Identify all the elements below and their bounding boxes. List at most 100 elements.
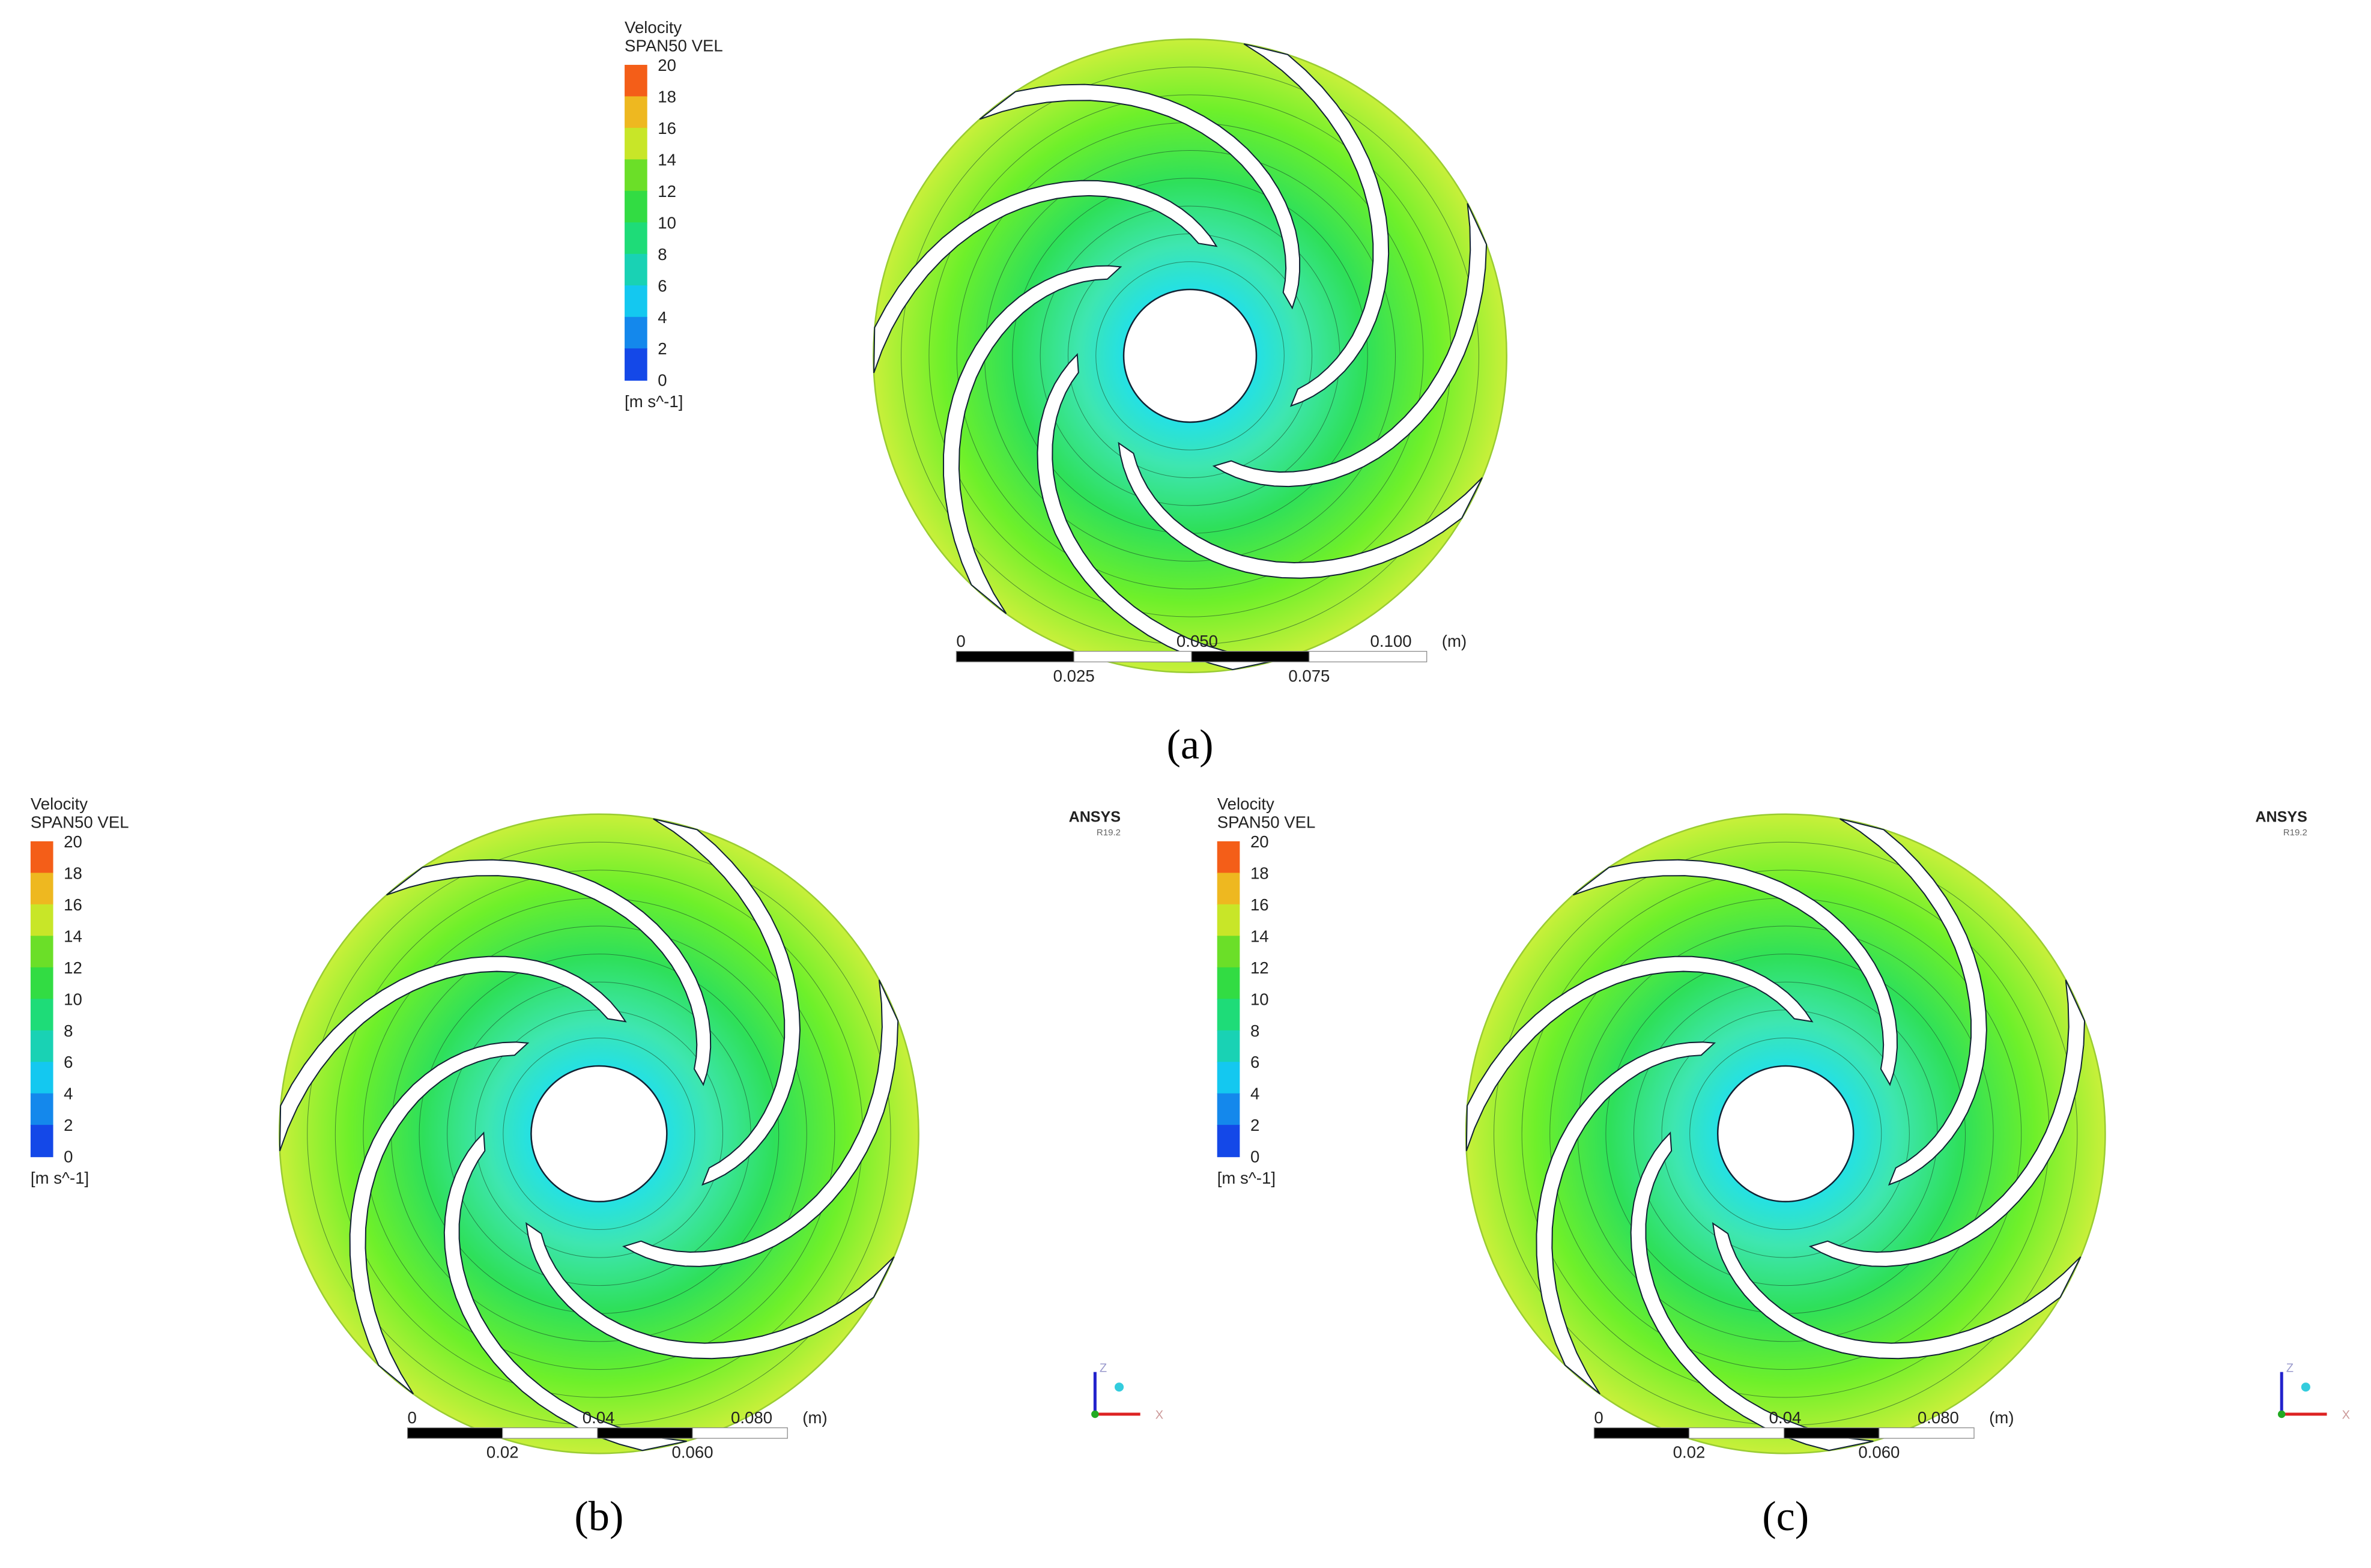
legend-tick-label: 16 (64, 895, 82, 914)
scale-label: 0.02 (1673, 1443, 1706, 1462)
color-bar-step (625, 96, 647, 129)
color-bar-step (30, 1125, 53, 1157)
legend-title: Velocity (625, 18, 682, 37)
blade (979, 83, 1301, 310)
legend-title: Velocity (1217, 795, 1274, 813)
color-bar-step (1217, 841, 1240, 874)
scale-segment (955, 650, 1074, 662)
hub (1716, 1065, 1855, 1203)
color-bar-step (30, 873, 53, 906)
legend-tick-label: 12 (658, 182, 676, 201)
legend-variable: SPAN50 VEL (31, 813, 129, 831)
legend-tick-label: 6 (64, 1053, 73, 1071)
scale-label: 0.080 (731, 1408, 772, 1427)
legend-tick-label: 0 (64, 1148, 73, 1166)
scale-label: 0.02 (486, 1443, 519, 1462)
scale-segment (502, 1427, 598, 1439)
legend-tick-label: 2 (658, 339, 667, 358)
blade (1572, 859, 1898, 1086)
hub (530, 1065, 668, 1203)
scale-segment (1688, 1427, 1785, 1439)
legend-tick-label: 16 (658, 119, 676, 138)
legend-tick-label: 18 (658, 87, 676, 106)
caption: (c) (1762, 1493, 1809, 1540)
scale-segment (407, 1427, 503, 1439)
blade (1840, 818, 1987, 1186)
legend-tick-label: 0 (1250, 1148, 1259, 1166)
brand-version: R19.2 (1097, 828, 1121, 838)
blade (349, 1041, 530, 1395)
legend-tick-label: 18 (1250, 864, 1269, 882)
scale-segment (692, 1427, 788, 1439)
legend-unit: [m s^-1] (625, 392, 683, 411)
blade (386, 859, 712, 1086)
scale-label: 0.075 (1288, 667, 1330, 685)
scale-label: 0.080 (1918, 1408, 1959, 1427)
blade (622, 979, 899, 1267)
blade (653, 818, 801, 1186)
legend-tick-label: 8 (658, 245, 667, 264)
scale-segment (1784, 1427, 1880, 1439)
blade (1465, 955, 1814, 1151)
scale-label: 0.060 (671, 1443, 713, 1462)
brand-version: R19.2 (2283, 828, 2307, 838)
axis-origin (2277, 1410, 2286, 1418)
blade (943, 265, 1122, 614)
color-bar-step (625, 159, 647, 192)
color-bar-step (30, 1030, 53, 1063)
legend-variable: SPAN50 VEL (625, 36, 723, 55)
legend-tick-label: 14 (658, 150, 676, 169)
color-bar-step (30, 1062, 53, 1094)
color-bar-step (1217, 999, 1240, 1031)
blade (279, 955, 627, 1151)
axis-label-z: Z (1100, 1362, 1107, 1375)
legend-tick-label: 10 (658, 213, 676, 232)
blade (873, 180, 1218, 374)
color-bar-step (625, 127, 647, 160)
color-bar-step (1217, 904, 1240, 937)
color-bar-step (1217, 1093, 1240, 1126)
scale-unit: (m) (802, 1408, 827, 1427)
legend-tick-label: 8 (64, 1022, 73, 1040)
scale-segment (1191, 650, 1310, 662)
legend-tick-label: 16 (1250, 895, 1269, 914)
legend-tick-label: 4 (658, 308, 667, 327)
axis-origin (1091, 1410, 1099, 1418)
legend-tick-label: 6 (658, 276, 667, 295)
color-bar-step (625, 316, 647, 350)
blade (1243, 43, 1390, 407)
legend-tick-label: 20 (1250, 832, 1269, 851)
legend-tick-label: 20 (658, 56, 676, 74)
legend-unit: [m s^-1] (1217, 1169, 1276, 1187)
scale-unit: (m) (1442, 632, 1467, 650)
color-bar-step (1217, 873, 1240, 906)
contour-line (503, 1037, 695, 1230)
legend-tick-label: 12 (64, 958, 82, 977)
color-bar-step (1217, 967, 1240, 1000)
scale-label: 0.04 (1769, 1408, 1802, 1427)
contour-line (1689, 1037, 1882, 1230)
scale-segment (1879, 1427, 1975, 1439)
axis-label-x: X (1155, 1408, 1163, 1421)
color-bar-step (1217, 1030, 1240, 1063)
color-bar-step (1217, 936, 1240, 969)
legend-tick-label: 10 (1250, 990, 1269, 1008)
scale-unit: (m) (1989, 1408, 2014, 1427)
color-bar-step (30, 904, 53, 937)
legend-tick-label: 10 (64, 990, 82, 1008)
scale-label: 0.04 (583, 1408, 615, 1427)
blade (1808, 979, 2086, 1267)
color-bar-step (625, 190, 647, 223)
color-bar-step (30, 1093, 53, 1126)
axis-y (2301, 1382, 2310, 1392)
scale-label: 0.100 (1370, 632, 1411, 650)
blade (1536, 1041, 1716, 1395)
scale-segment (1593, 1427, 1690, 1439)
color-bar-step (30, 967, 53, 1000)
color-bar-step (1217, 1062, 1240, 1094)
scale-label: 0.050 (1176, 632, 1218, 650)
legend-tick-label: 6 (1250, 1053, 1259, 1071)
color-bar-step (625, 285, 647, 318)
scale-label: 0 (408, 1408, 417, 1427)
